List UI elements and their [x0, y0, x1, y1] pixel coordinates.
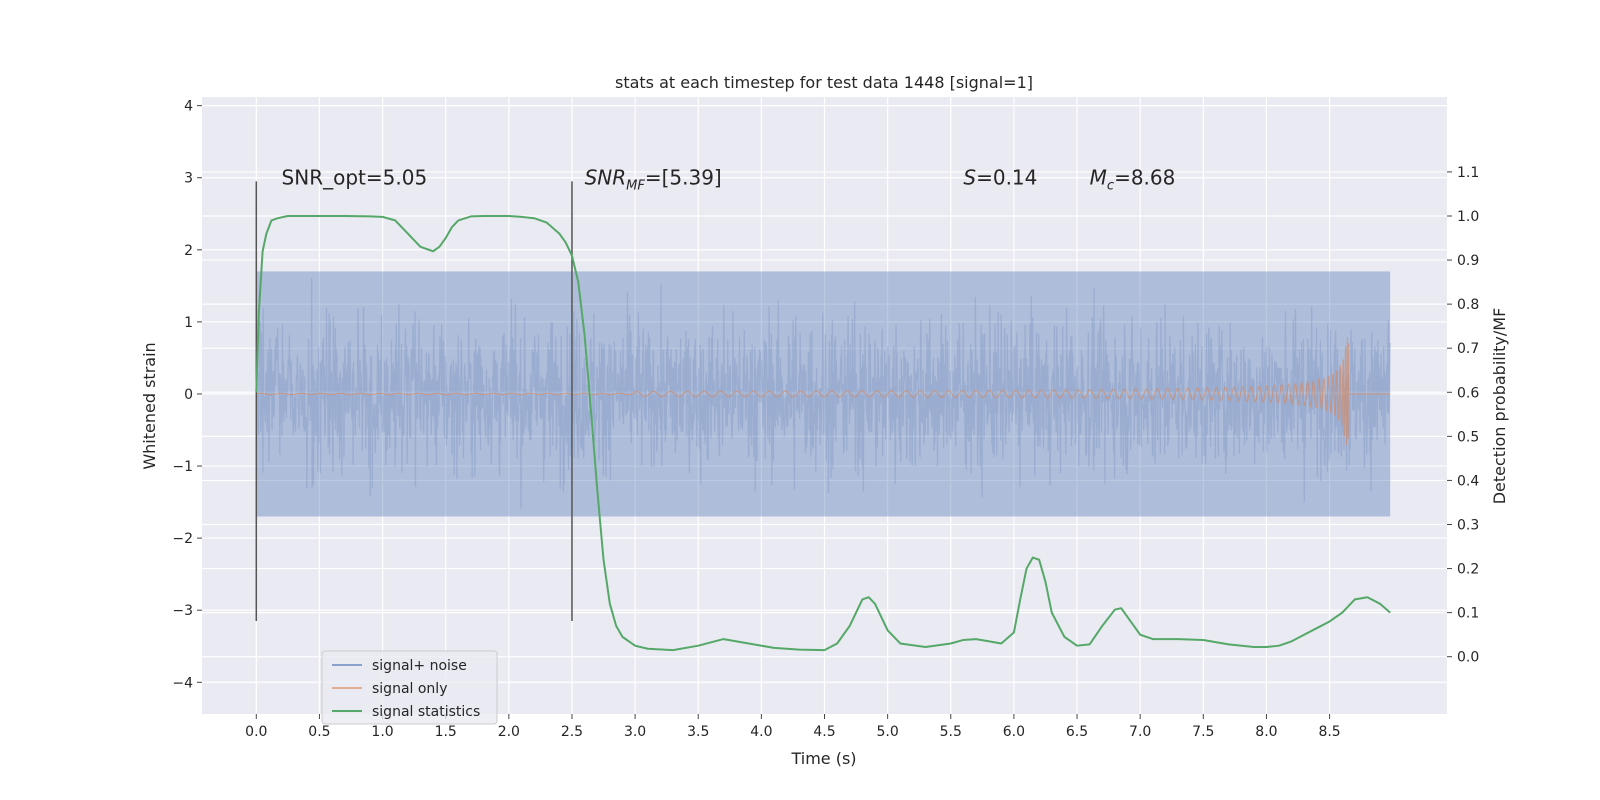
legend-signal-statistics-label: signal statistics: [372, 704, 480, 720]
annotation-text: SNR_opt=5.05: [282, 166, 428, 190]
y-tick-label: −1: [172, 459, 193, 475]
y-axis-title: Whitened strain: [140, 342, 159, 469]
legend: signal+ noise signal only signal statistic…: [321, 650, 498, 725]
x-tick-label: 4.0: [750, 724, 772, 740]
legend-signal-only-label: signal only: [372, 681, 447, 697]
x-axis-ticks: 0.0 0.5 1.0 1.5 2.0 2.5 3.0 3.5 4.0 4.5 5.0 5.5 6.0 6…: [245, 714, 1341, 740]
y2-tick-label: 0.0: [1457, 650, 1479, 666]
y-tick-label: 1: [184, 315, 193, 331]
y2-tick-label: 0.6: [1457, 385, 1479, 401]
legend-signal-plus-noise-label: signal+ noise: [372, 658, 467, 674]
y2-tick-label: 1.0: [1457, 209, 1479, 225]
x-tick-label: 1.0: [371, 724, 393, 740]
y2-tick-label: 0.5: [1457, 429, 1479, 445]
x-axis-title: Time (s): [790, 749, 856, 768]
signal-statistics-line: [255, 214, 1391, 652]
y2-tick-label: 0.7: [1457, 341, 1479, 357]
x-tick-label: 4.5: [813, 724, 835, 740]
y2-tick-label: 0.2: [1457, 562, 1479, 578]
annotation-text: S=0.14: [963, 166, 1037, 190]
x-tick-label: 5.5: [940, 724, 962, 740]
y-tick-label: 2: [184, 243, 193, 259]
x-tick-label: 5.0: [877, 724, 899, 740]
x-tick-label: 2.0: [498, 724, 520, 740]
y-tick-label: 4: [184, 99, 193, 115]
signal-only-line: [256, 337, 1391, 446]
x-tick-label: 2.5: [561, 724, 583, 740]
x-tick-label: 6.5: [1066, 724, 1088, 740]
signal-only-series: [256, 337, 1391, 446]
y2-axis-title: Detection probability/MF: [1490, 308, 1509, 505]
y-tick-label: 0: [184, 387, 193, 403]
x-tick-label: 6.0: [1003, 724, 1025, 740]
y2-axis-ticks: 0.0 0.1 0.2 0.3 0.4 0.5 0.6 0.7 0.8 0.9 1.0 1.1: [1447, 165, 1479, 666]
chart-title: stats at each timestep for test data 144…: [615, 73, 1033, 92]
annotation-text: Mc=8.68: [1090, 166, 1176, 194]
annotations: SNR_opt=5.05 SNRMF=[5.39] S=0.14 Mc=8.68: [282, 166, 1176, 194]
y-tick-label: −3: [172, 603, 193, 619]
x-tick-label: 7.5: [1192, 724, 1214, 740]
x-tick-label: 0.0: [245, 724, 267, 740]
x-tick-label: 7.0: [1129, 724, 1151, 740]
y2-tick-label: 0.1: [1457, 606, 1479, 622]
x-tick-label: 1.5: [435, 724, 457, 740]
signal-statistics-series: [255, 214, 1391, 652]
y-tick-label: 3: [184, 171, 193, 187]
legend-box: [321, 650, 498, 725]
x-tick-label: 0.5: [308, 724, 330, 740]
y2-tick-label: 0.8: [1457, 297, 1479, 313]
y2-tick-label: 1.1: [1457, 165, 1479, 181]
x-tick-label: 3.5: [687, 724, 709, 740]
annotation-text: SNRMF=[5.39]: [585, 166, 722, 194]
y2-tick-label: 0.9: [1457, 253, 1479, 269]
signal-plus-noise-line: [255, 277, 1391, 509]
x-tick-label: 8.5: [1318, 724, 1340, 740]
x-tick-label: 8.0: [1255, 724, 1277, 740]
y-tick-label: −2: [172, 531, 193, 547]
y-tick-label: −4: [172, 675, 193, 691]
y2-tick-label: 0.4: [1457, 473, 1479, 489]
y2-tick-label: 0.3: [1457, 517, 1479, 533]
y-axis-ticks: −4 −3 −2 −1 0 1 2 3 4: [172, 99, 202, 691]
x-tick-label: 3.0: [624, 724, 646, 740]
